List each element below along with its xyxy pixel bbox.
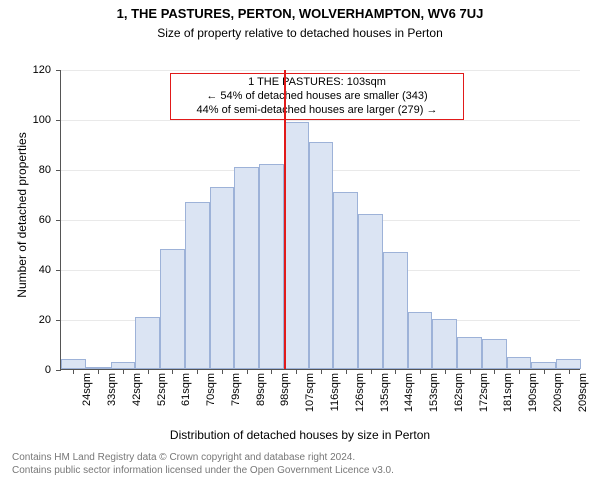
histogram-bar xyxy=(259,164,284,369)
xtick-label: 181sqm xyxy=(502,373,514,421)
xtick-mark xyxy=(544,369,545,374)
xtick-label: 61sqm xyxy=(180,373,192,421)
ytick-mark xyxy=(56,320,61,321)
histogram-bar xyxy=(383,252,408,370)
histogram-bar xyxy=(507,357,532,370)
histogram-bar xyxy=(210,187,235,370)
histogram-bar xyxy=(185,202,210,370)
xtick-label: 70sqm xyxy=(205,373,217,421)
chart-title-2: Size of property relative to detached ho… xyxy=(0,26,600,40)
xtick-mark xyxy=(494,369,495,374)
xtick-mark xyxy=(569,369,570,374)
xtick-mark xyxy=(123,369,124,374)
xtick-mark xyxy=(222,369,223,374)
ytick-label: 100 xyxy=(33,114,51,126)
gridline xyxy=(61,120,580,121)
xtick-label: 24sqm xyxy=(81,373,93,421)
xtick-label: 209sqm xyxy=(577,373,589,421)
xtick-label: 89sqm xyxy=(255,373,267,421)
xtick-mark xyxy=(321,369,322,374)
histogram-bar xyxy=(408,312,433,370)
xtick-mark xyxy=(271,369,272,374)
xtick-mark xyxy=(148,369,149,374)
ytick-label: 80 xyxy=(39,164,51,176)
xtick-label: 200sqm xyxy=(552,373,564,421)
ytick-label: 60 xyxy=(39,214,51,226)
x-axis-label: Distribution of detached houses by size … xyxy=(0,428,600,442)
ytick-mark xyxy=(56,170,61,171)
histogram-bar xyxy=(284,122,309,370)
ytick-mark xyxy=(56,270,61,271)
xtick-mark xyxy=(197,369,198,374)
xtick-mark xyxy=(172,369,173,374)
ytick-label: 0 xyxy=(45,364,51,376)
histogram-bar xyxy=(482,339,507,369)
xtick-label: 107sqm xyxy=(304,373,316,421)
xtick-label: 126sqm xyxy=(354,373,366,421)
ytick-label: 40 xyxy=(39,264,51,276)
histogram-bar xyxy=(111,362,136,370)
ytick-mark xyxy=(56,220,61,221)
xtick-mark xyxy=(420,369,421,374)
xtick-mark xyxy=(346,369,347,374)
xtick-label: 153sqm xyxy=(428,373,440,421)
xtick-label: 52sqm xyxy=(156,373,168,421)
xtick-mark xyxy=(98,369,99,374)
histogram-bar xyxy=(457,337,482,370)
xtick-label: 79sqm xyxy=(230,373,242,421)
plot-area: 02040608010012024sqm33sqm42sqm52sqm61sqm… xyxy=(60,70,580,370)
xtick-label: 162sqm xyxy=(453,373,465,421)
histogram-bar xyxy=(309,142,334,370)
xtick-mark xyxy=(247,369,248,374)
chart-container: { "chart": { "type": "histogram", "title… xyxy=(0,0,600,500)
ytick-label: 20 xyxy=(39,314,51,326)
xtick-label: 42sqm xyxy=(131,373,143,421)
histogram-bar xyxy=(160,249,185,369)
ytick-mark xyxy=(56,70,61,71)
xtick-mark xyxy=(519,369,520,374)
reference-line xyxy=(284,70,286,369)
histogram-bar xyxy=(556,359,581,369)
histogram-bar xyxy=(333,192,358,370)
histogram-bar xyxy=(234,167,259,370)
xtick-label: 144sqm xyxy=(403,373,415,421)
histogram-bar xyxy=(135,317,160,370)
ytick-mark xyxy=(56,120,61,121)
footer-line-2: Contains public sector information licen… xyxy=(12,465,394,478)
xtick-label: 98sqm xyxy=(279,373,291,421)
footer-attribution: Contains HM Land Registry data © Crown c… xyxy=(12,452,394,477)
histogram-bar xyxy=(531,362,556,370)
footer-line-1: Contains HM Land Registry data © Crown c… xyxy=(12,452,394,465)
xtick-label: 33sqm xyxy=(106,373,118,421)
chart-title-1: 1, THE PASTURES, PERTON, WOLVERHAMPTON, … xyxy=(0,6,600,21)
xtick-mark xyxy=(371,369,372,374)
ytick-mark xyxy=(56,370,61,371)
xtick-label: 116sqm xyxy=(329,373,341,421)
xtick-mark xyxy=(395,369,396,374)
ytick-label: 120 xyxy=(33,64,51,76)
xtick-label: 172sqm xyxy=(478,373,490,421)
y-axis-label: Number of detached properties xyxy=(15,115,29,315)
xtick-label: 135sqm xyxy=(379,373,391,421)
xtick-mark xyxy=(296,369,297,374)
xtick-mark xyxy=(470,369,471,374)
xtick-mark xyxy=(445,369,446,374)
xtick-mark xyxy=(73,369,74,374)
xtick-label: 190sqm xyxy=(527,373,539,421)
histogram-bar xyxy=(432,319,457,369)
histogram-bar xyxy=(358,214,383,369)
gridline xyxy=(61,70,580,71)
histogram-bar xyxy=(61,359,86,369)
